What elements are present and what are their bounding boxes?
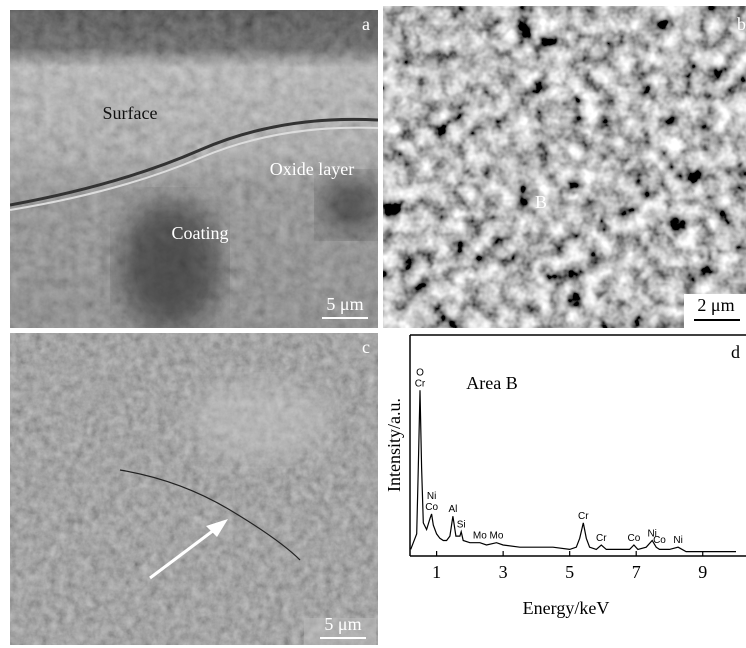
annotation: Oxide layer [270, 159, 354, 179]
peak-label: Al [448, 504, 457, 515]
peak-label: Cr [578, 511, 589, 522]
figure: a Surface Oxide layer Coating 5 μm b B 2… [0, 0, 746, 648]
scale-bar-label: 5 μm [324, 614, 361, 634]
panel-label: b [737, 14, 746, 34]
peak-label: Mo [473, 531, 487, 542]
sem-image-b [383, 6, 746, 328]
peak-label: O [416, 367, 424, 378]
panel-label: d [731, 342, 740, 362]
x-axis-label: Energy/keV [523, 598, 610, 618]
x-tick-label: 1 [432, 562, 441, 582]
panel-label: c [362, 337, 370, 357]
peak-label: Ni [673, 535, 682, 546]
peak-label: Co [627, 533, 640, 544]
page: a Surface Oxide layer Coating 5 μm b B 2… [0, 0, 746, 648]
peak-label: Si [457, 520, 466, 531]
peak-label: Cr [415, 378, 426, 389]
panel-label: a [362, 14, 370, 34]
peak-label: Mo [490, 531, 504, 542]
peak-label: Ni [427, 491, 436, 502]
annotation: Coating [172, 223, 229, 243]
peak-label: Cr [596, 533, 607, 544]
scale-bar-label: 5 μm [326, 294, 363, 314]
peak-label: Co [653, 535, 666, 546]
annotation: Area B [466, 373, 517, 393]
annotation: B [535, 192, 547, 212]
eds-spectrum: d Area B Energy/keV Intensity/a.u. 1 3 5 7 9… [383, 333, 746, 648]
sem-image-c [10, 333, 378, 645]
peak-label: Co [425, 502, 438, 513]
x-tick-label: 5 [565, 562, 574, 582]
x-tick-label: 9 [698, 562, 707, 582]
x-tick-label: 7 [632, 562, 641, 582]
scale-bar-label: 2 μm [697, 295, 734, 315]
y-axis-label: Intensity/a.u. [384, 398, 404, 492]
annotation: Surface [103, 103, 158, 123]
x-tick-label: 3 [499, 562, 508, 582]
